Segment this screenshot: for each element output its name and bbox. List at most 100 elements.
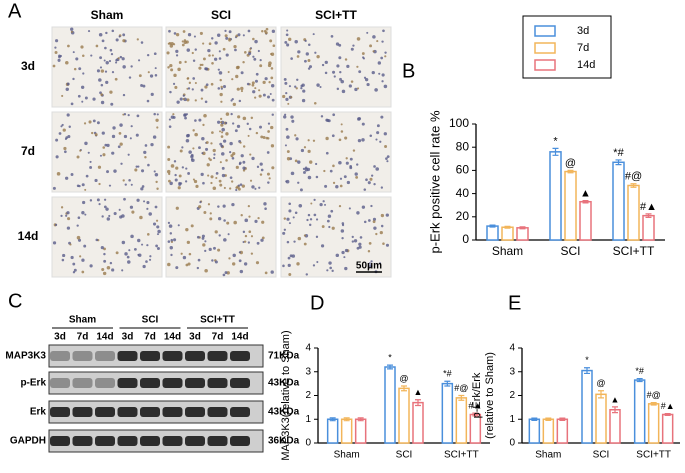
x-tick-label: SCI+TT xyxy=(613,244,655,258)
cell xyxy=(190,154,194,159)
cell xyxy=(315,218,319,221)
cell xyxy=(345,157,348,160)
cell xyxy=(265,136,269,140)
cell xyxy=(272,44,276,48)
cell xyxy=(182,255,187,260)
cell xyxy=(380,186,383,189)
error-bar xyxy=(357,417,364,422)
bar xyxy=(398,387,410,444)
annotation: #▲ xyxy=(468,400,482,410)
cell xyxy=(282,231,286,235)
cell xyxy=(307,213,311,217)
cell xyxy=(219,161,222,164)
cell xyxy=(194,81,197,85)
cell xyxy=(208,247,212,251)
legend-label: 3d xyxy=(577,25,589,37)
cell xyxy=(119,123,123,127)
cell xyxy=(204,100,208,104)
cell xyxy=(123,197,126,201)
cell xyxy=(186,98,190,102)
cell xyxy=(239,183,243,186)
cell xyxy=(326,219,330,223)
cell xyxy=(142,84,146,88)
cell xyxy=(336,64,340,68)
cell xyxy=(138,74,142,78)
cell xyxy=(101,215,104,218)
cell xyxy=(361,52,365,55)
cell xyxy=(221,127,225,132)
protein-label: Erk xyxy=(30,407,47,418)
cell xyxy=(239,141,242,144)
cell xyxy=(222,85,227,89)
cell xyxy=(219,130,222,133)
cell xyxy=(181,166,185,169)
cell xyxy=(146,244,149,247)
cell xyxy=(242,166,246,170)
band xyxy=(207,378,228,388)
cell xyxy=(270,52,273,56)
cell xyxy=(382,242,385,245)
cell xyxy=(211,131,214,134)
cell xyxy=(223,238,227,242)
cell xyxy=(180,252,183,255)
cell xyxy=(218,50,221,53)
cell xyxy=(295,137,299,141)
cell xyxy=(209,217,213,221)
cell xyxy=(297,236,302,241)
cell xyxy=(89,166,93,169)
cell xyxy=(378,72,381,75)
lane-label: 7d xyxy=(77,332,89,343)
cell xyxy=(201,237,205,240)
cell xyxy=(84,213,87,216)
cell xyxy=(100,245,104,250)
cell xyxy=(361,205,366,209)
cell xyxy=(108,184,112,187)
cell xyxy=(112,126,116,130)
cell xyxy=(255,72,259,76)
cell xyxy=(383,84,388,89)
cell xyxy=(304,39,307,43)
cell xyxy=(296,262,300,266)
cell xyxy=(242,160,246,164)
cell xyxy=(211,61,214,65)
error-bar xyxy=(519,226,526,230)
cell xyxy=(262,80,266,84)
cell xyxy=(128,249,131,252)
cell xyxy=(251,156,255,161)
cell xyxy=(375,232,378,236)
cell xyxy=(228,37,231,41)
cell xyxy=(349,157,353,161)
cell xyxy=(109,48,113,52)
error-bar xyxy=(504,225,511,229)
cell xyxy=(104,46,107,50)
cell xyxy=(242,116,247,121)
cell xyxy=(301,98,306,103)
band xyxy=(72,378,93,388)
cell xyxy=(102,146,106,149)
cell xyxy=(202,181,205,185)
scale-bar-label: 50μm xyxy=(356,261,382,272)
cell xyxy=(205,147,209,151)
cell xyxy=(320,244,325,248)
cell xyxy=(154,74,158,77)
cell xyxy=(324,60,328,64)
cell xyxy=(246,122,249,126)
cell xyxy=(286,240,290,244)
cell xyxy=(169,246,173,250)
cell xyxy=(309,218,313,221)
cell xyxy=(144,156,147,159)
cell xyxy=(117,145,121,149)
cell xyxy=(215,176,218,180)
cell xyxy=(313,101,317,105)
cell xyxy=(222,273,226,277)
cell xyxy=(130,234,134,239)
cell xyxy=(96,121,100,125)
cell xyxy=(97,165,102,169)
lane-label: 14d xyxy=(164,332,181,343)
cell xyxy=(220,123,224,127)
cell xyxy=(170,41,174,46)
cell xyxy=(340,229,345,233)
cell xyxy=(186,133,190,137)
cell xyxy=(113,211,117,216)
cell xyxy=(230,99,233,102)
